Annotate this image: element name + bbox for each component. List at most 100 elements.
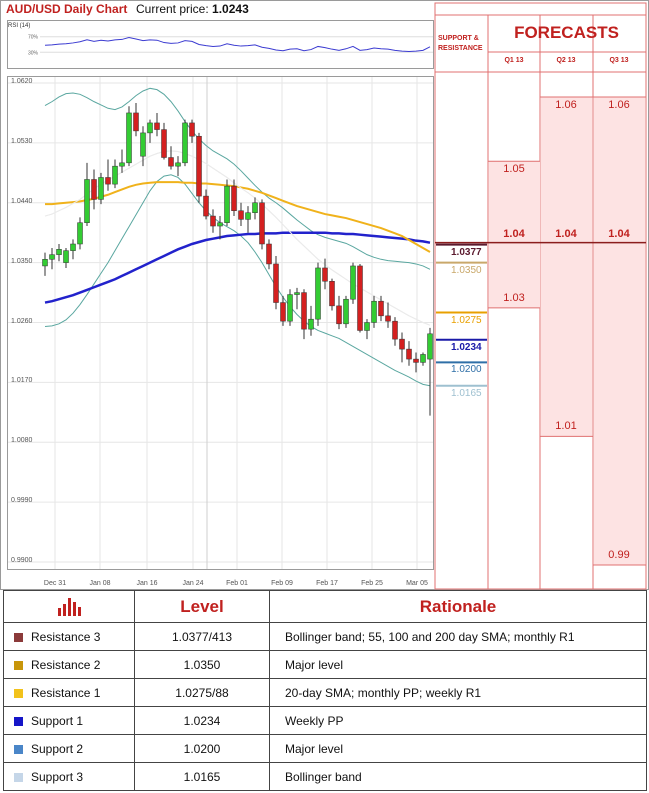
forecast-value: 1.06 <box>555 99 577 111</box>
level-value: 1.0200 <box>134 734 270 763</box>
candle-body <box>266 243 272 265</box>
candle <box>301 289 307 340</box>
level-name-cell: Support 1 <box>3 706 135 735</box>
candle <box>266 239 272 270</box>
level-color-swatch <box>14 688 23 698</box>
sr-level-label: 1.0234 <box>451 341 482 353</box>
sr-levels <box>436 243 487 387</box>
rsi-panel <box>7 20 434 69</box>
candle <box>371 295 377 328</box>
candle <box>91 169 97 210</box>
level-name-cell: Support 2 <box>3 734 135 763</box>
y-tick-label: 1.0350 <box>11 257 33 265</box>
candle-body <box>378 300 384 317</box>
candle-body <box>245 212 251 220</box>
candle-body <box>315 267 321 320</box>
candle-body <box>77 222 83 245</box>
table-row: Resistance 2 1.0350 Major level <box>3 650 647 679</box>
candle-body <box>231 185 237 211</box>
candle <box>210 209 216 233</box>
level-name: Support 1 <box>31 713 84 728</box>
candle-body <box>147 122 153 134</box>
x-tick-label: Feb 25 <box>361 580 383 587</box>
candle-body <box>420 354 426 363</box>
level-color-swatch <box>14 744 23 754</box>
sr-table: Level Rationale Resistance 3 1.0377/413 Bo… <box>3 590 647 791</box>
rsi-label: RSI (14) <box>8 23 31 29</box>
candle-body <box>364 322 370 331</box>
candles <box>42 102 433 416</box>
candle-body <box>399 338 405 350</box>
forecast-range <box>541 97 592 437</box>
candle-body <box>182 122 188 164</box>
candle <box>343 295 349 328</box>
candle <box>252 197 258 220</box>
table-logo-cell <box>3 590 135 623</box>
forecast-value: 1.04 <box>503 227 525 240</box>
level-name: Support 2 <box>31 741 84 756</box>
forecast-value: 1.05 <box>503 163 525 176</box>
candle <box>77 217 83 250</box>
rsi-line: 70% 30% <box>28 35 433 56</box>
level-value: 1.0234 <box>134 706 270 735</box>
candle <box>196 132 202 203</box>
candle-body <box>294 292 300 295</box>
level-name: Resistance 2 <box>31 657 101 672</box>
forecast-value: 0.99 <box>608 549 630 561</box>
forecasts-title: FORECASTS <box>514 23 619 42</box>
current-price-label: Current price: <box>136 2 209 16</box>
candle <box>231 179 237 217</box>
forecast-value: 1.03 <box>503 291 525 304</box>
current-price: Current price: 1.0243 <box>136 2 249 16</box>
chart-title: AUD/USD Daily Chart <box>6 2 128 16</box>
candle-body <box>42 259 48 267</box>
table-row: Support 2 1.0200 Major level <box>3 734 647 763</box>
candle-body <box>357 265 363 331</box>
candle <box>280 295 286 326</box>
sr-title: SUPPORT & RESISTANCE <box>438 35 483 52</box>
candle <box>140 126 146 167</box>
candle-body <box>280 302 286 322</box>
sr-level-label: 1.0350 <box>451 264 482 276</box>
table-header-row: Level Rationale <box>3 590 647 623</box>
x-tick-label: Mar 05 <box>406 580 428 587</box>
rsi-path <box>44 36 431 53</box>
level-value: 1.0165 <box>134 762 270 791</box>
candle <box>357 263 363 333</box>
quarter-header: Q3 13 <box>609 57 629 64</box>
candle-body <box>126 112 132 164</box>
y-tick-label: 1.0620 <box>11 78 33 85</box>
level-rationale: Bollinger band; 55, 100 and 200 day SMA;… <box>269 622 647 651</box>
table-row: Resistance 3 1.0377/413 Bollinger band; 55… <box>3 622 647 651</box>
sr-level-label: 1.0200 <box>451 364 482 376</box>
x-tick-label: Jan 24 <box>182 580 204 587</box>
candle <box>392 317 398 346</box>
table-row: Support 1 1.0234 Weekly PP <box>3 706 647 735</box>
forecast-panel <box>434 2 647 590</box>
level-name-cell: Resistance 2 <box>3 650 135 679</box>
candle <box>126 106 132 167</box>
candle-body <box>427 333 433 360</box>
candle-body <box>329 281 335 307</box>
sr-level-label: 1.0377 <box>451 246 482 258</box>
candle <box>238 202 244 227</box>
candle <box>245 206 251 233</box>
candle-body <box>175 162 181 167</box>
candle <box>175 156 181 177</box>
candle <box>224 179 230 227</box>
candle <box>427 327 433 416</box>
candle-body <box>91 179 97 200</box>
level-color-swatch <box>14 632 23 642</box>
current-price-value: 1.0243 <box>212 2 249 16</box>
aud-usd-chart: 70% 30% <box>0 0 649 590</box>
level-color-swatch <box>14 772 23 782</box>
candle <box>84 162 90 227</box>
quarter-header: Q2 13 <box>556 57 576 64</box>
y-tick-label: 0.9990 <box>11 497 33 505</box>
level-rationale: Weekly PP <box>269 706 647 735</box>
candle-body <box>413 358 419 363</box>
candle-body <box>287 294 293 322</box>
candle <box>406 341 412 366</box>
level-value: 1.0275/88 <box>134 678 270 707</box>
candle-body <box>406 348 412 360</box>
